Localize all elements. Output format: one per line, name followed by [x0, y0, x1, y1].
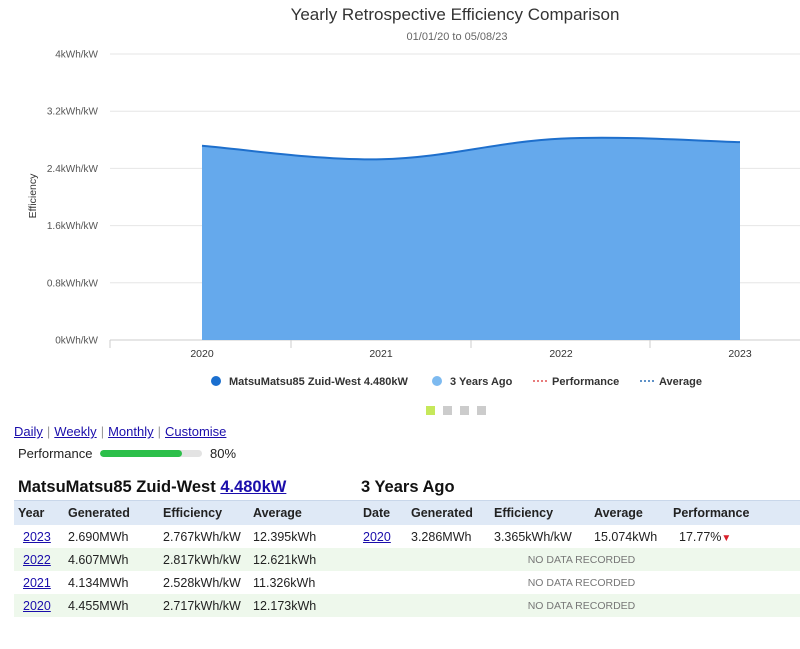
legend-item-1[interactable]: MatsuMatsu85 Zuid-West 4.480kW: [211, 376, 409, 388]
legend-label: MatsuMatsu85 Zuid-West 4.480kW: [229, 376, 409, 388]
pager-dot-4[interactable]: [477, 406, 486, 415]
no-data-cell: NO DATA RECORDED: [363, 548, 800, 571]
weekly-link[interactable]: Weekly: [54, 424, 97, 439]
performance-value: 80%: [210, 446, 237, 461]
period-links: Daily | Weekly | Monthly | Customise: [14, 424, 226, 439]
pager-dot-3[interactable]: [460, 406, 469, 415]
x-tick-label: 2020: [190, 348, 214, 360]
generated-cell: 2.690MWh: [68, 529, 129, 544]
legend-item-2[interactable]: 3 Years Ago: [432, 376, 513, 388]
past-average-cell: 15.074kWh: [594, 529, 658, 544]
link-separator: |: [46, 424, 51, 439]
past-title: 3 Years Ago: [361, 478, 455, 496]
no-data-cell: NO DATA RECORDED: [363, 594, 800, 617]
past-generated-cell: 3.286MWh: [411, 529, 472, 544]
comparison-table: Year Generated Efficiency Average Date G…: [14, 500, 800, 617]
efficiency-cell: 2.817kWh/kW: [163, 548, 253, 571]
generated-cell: 4.134MWh: [68, 575, 129, 590]
performance-row: Performance 80%: [18, 446, 236, 461]
y-axis-label: Efficiency: [27, 173, 39, 218]
col-past-generated: Generated: [411, 500, 494, 525]
customise-link[interactable]: Customise: [165, 424, 227, 439]
col-year: Year: [14, 500, 68, 525]
table-row: 2020 4.455MWh 2.717kWh/kW 12.173kWh NO D…: [14, 594, 800, 617]
system-title: MatsuMatsu85 Zuid-West 4.480kW: [18, 478, 286, 497]
generated-cell: 4.455MWh: [68, 594, 163, 617]
legend-marker-icon: [432, 376, 442, 386]
y-tick-label: 4kWh/kW: [55, 50, 98, 61]
table-row: 2022 4.607MWh 2.817kWh/kW 12.621kWh NO D…: [14, 548, 800, 571]
past-efficiency-cell: 3.365kWh/kW: [494, 529, 572, 544]
year-link[interactable]: 2020: [23, 598, 51, 613]
chart-title: Yearly Retrospective Efficiency Comparis…: [291, 5, 620, 24]
legend-marker-icon: [211, 376, 221, 386]
efficiency-cell: 2.767kWh/kW: [163, 529, 241, 544]
col-average: Average: [253, 500, 363, 525]
table-row: 2021 4.134MWh 2.528kWh/kW 11.326kWh NO D…: [14, 571, 800, 594]
daily-link[interactable]: Daily: [14, 424, 43, 439]
chart-svg: Yearly Retrospective Efficiency Comparis…: [27, 5, 800, 388]
average-cell: 12.173kWh: [253, 594, 363, 617]
pager-dot-2[interactable]: [443, 406, 452, 415]
col-performance: Performance: [673, 500, 800, 525]
average-cell: 12.395kWh: [253, 529, 317, 544]
past-date-link[interactable]: 2020: [363, 529, 391, 544]
y-tick-label: 2.4kWh/kW: [47, 164, 99, 175]
performance-bar: [100, 450, 202, 457]
y-tick-label: 0kWh/kW: [55, 336, 98, 347]
y-tick-label: 1.6kWh/kW: [47, 221, 99, 232]
past-performance-value: 17.77%: [679, 529, 722, 544]
year-link[interactable]: 2022: [23, 552, 51, 567]
efficiency-cell: 2.717kWh/kW: [163, 594, 253, 617]
generated-cell: 4.607MWh: [68, 548, 163, 571]
col-past-average: Average: [594, 500, 673, 525]
year-link[interactable]: 2023: [23, 529, 51, 544]
x-tick-label: 2023: [728, 348, 752, 360]
y-tick-label: 3.2kWh/kW: [47, 107, 99, 118]
efficiency-cell: 2.528kWh/kW: [163, 575, 241, 590]
efficiency-area[interactable]: [202, 137, 740, 340]
efficiency-line: [201, 136, 741, 161]
table-header-row: Year Generated Efficiency Average Date G…: [14, 500, 800, 525]
average-cell: 11.326kWh: [253, 575, 316, 590]
col-past-efficiency: Efficiency: [494, 500, 594, 525]
year-link[interactable]: 2021: [23, 575, 51, 590]
performance-label: Performance: [18, 446, 93, 461]
system-name: MatsuMatsu85 Zuid-West: [18, 478, 216, 496]
y-tick-label: 0.8kWh/kW: [47, 278, 99, 289]
chart-pager: [426, 406, 486, 415]
performance-bar-fill: [100, 450, 182, 457]
efficiency-chart: Yearly Retrospective Efficiency Comparis…: [27, 5, 800, 388]
pager-dot-1[interactable]: [426, 406, 435, 415]
system-capacity-link[interactable]: 4.480kW: [220, 478, 287, 496]
monthly-link[interactable]: Monthly: [108, 424, 154, 439]
past-performance-cell: 17.77%▼: [673, 525, 800, 548]
link-separator: |: [157, 424, 161, 439]
col-generated: Generated: [68, 500, 163, 525]
x-tick-label: 2022: [549, 348, 573, 360]
chart-subtitle: 01/01/20 to 05/08/23: [407, 31, 508, 43]
legend-label: 3 Years Ago: [450, 376, 513, 388]
table-row: 2023 2.690MWh 2.767kWh/kW 12.395kWh 2020…: [14, 525, 800, 548]
col-date: Date: [363, 500, 411, 525]
legend-item-4[interactable]: Average: [640, 376, 702, 388]
down-arrow-icon: ▼: [721, 532, 732, 544]
average-cell: 12.621kWh: [253, 548, 363, 571]
legend-label: Average: [659, 376, 702, 388]
legend-label: Performance: [552, 376, 619, 388]
no-data-cell: NO DATA RECORDED: [527, 576, 636, 589]
legend-item-3[interactable]: Performance: [533, 376, 619, 388]
x-tick-label: 2021: [369, 348, 393, 360]
link-separator: |: [100, 424, 105, 439]
col-efficiency: Efficiency: [163, 500, 253, 525]
